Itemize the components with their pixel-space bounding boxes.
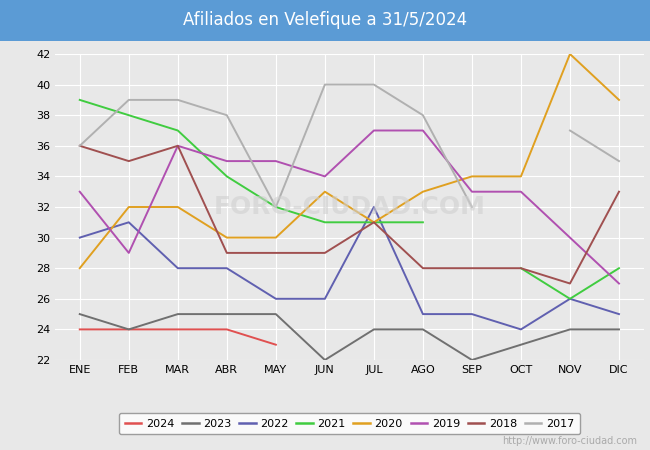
2021 [76, 97, 84, 103]
2022 [517, 327, 525, 332]
Line: 2021: 2021 [80, 100, 423, 222]
2021 [125, 112, 133, 118]
2018 [272, 250, 280, 256]
Text: Afiliados en Velefique a 31/5/2024: Afiliados en Velefique a 31/5/2024 [183, 11, 467, 29]
2019 [125, 250, 133, 256]
2017 [272, 204, 280, 210]
2020 [125, 204, 133, 210]
Line: 2018: 2018 [80, 146, 619, 284]
2022 [370, 204, 378, 210]
2023 [615, 327, 623, 332]
2018 [76, 143, 84, 148]
2018 [174, 143, 182, 148]
2018 [468, 266, 476, 271]
2023 [566, 327, 574, 332]
2019 [321, 174, 329, 179]
2022 [566, 296, 574, 302]
2022 [615, 311, 623, 317]
2024 [76, 327, 84, 332]
2017 [370, 82, 378, 87]
2023 [468, 357, 476, 363]
2020 [370, 220, 378, 225]
2023 [419, 327, 427, 332]
Line: 2023: 2023 [80, 314, 619, 360]
2020 [517, 174, 525, 179]
2022 [272, 296, 280, 302]
2017 [321, 82, 329, 87]
2020 [76, 266, 84, 271]
2022 [76, 235, 84, 240]
2019 [76, 189, 84, 194]
2017 [468, 204, 476, 210]
2021 [272, 204, 280, 210]
2023 [125, 327, 133, 332]
2021 [370, 220, 378, 225]
2019 [517, 189, 525, 194]
2020 [566, 51, 574, 57]
2022 [125, 220, 133, 225]
2019 [174, 143, 182, 148]
2023 [223, 311, 231, 317]
Line: 2022: 2022 [80, 207, 619, 329]
Text: FORO-CIUDAD.COM: FORO-CIUDAD.COM [213, 195, 486, 219]
2019 [468, 189, 476, 194]
2022 [321, 296, 329, 302]
Line: 2024: 2024 [80, 329, 276, 345]
Legend: 2024, 2023, 2022, 2021, 2020, 2019, 2018, 2017: 2024, 2023, 2022, 2021, 2020, 2019, 2018… [119, 413, 580, 434]
Line: 2017: 2017 [80, 85, 472, 207]
2022 [468, 311, 476, 317]
2018 [370, 220, 378, 225]
2018 [566, 281, 574, 286]
2020 [174, 204, 182, 210]
2017 [223, 112, 231, 118]
2020 [468, 174, 476, 179]
2024 [272, 342, 280, 347]
Text: http://www.foro-ciudad.com: http://www.foro-ciudad.com [502, 436, 637, 446]
2019 [223, 158, 231, 164]
2021 [321, 220, 329, 225]
2018 [517, 266, 525, 271]
2024 [223, 327, 231, 332]
Line: 2019: 2019 [80, 130, 619, 284]
2024 [125, 327, 133, 332]
2020 [223, 235, 231, 240]
2023 [76, 311, 84, 317]
2021 [223, 174, 231, 179]
2018 [419, 266, 427, 271]
2020 [321, 189, 329, 194]
2022 [223, 266, 231, 271]
2021 [174, 128, 182, 133]
2022 [174, 266, 182, 271]
2024 [174, 327, 182, 332]
2017 [76, 143, 84, 148]
2018 [321, 250, 329, 256]
2020 [419, 189, 427, 194]
2017 [125, 97, 133, 103]
2023 [517, 342, 525, 347]
2019 [419, 128, 427, 133]
2023 [272, 311, 280, 317]
2017 [419, 112, 427, 118]
2019 [615, 281, 623, 286]
2022 [419, 311, 427, 317]
2018 [223, 250, 231, 256]
2017 [174, 97, 182, 103]
2019 [370, 128, 378, 133]
2018 [615, 189, 623, 194]
2019 [566, 235, 574, 240]
2023 [370, 327, 378, 332]
2018 [125, 158, 133, 164]
2023 [174, 311, 182, 317]
2020 [615, 97, 623, 103]
2023 [321, 357, 329, 363]
2019 [272, 158, 280, 164]
Line: 2020: 2020 [80, 54, 619, 268]
2020 [272, 235, 280, 240]
2021 [419, 220, 427, 225]
